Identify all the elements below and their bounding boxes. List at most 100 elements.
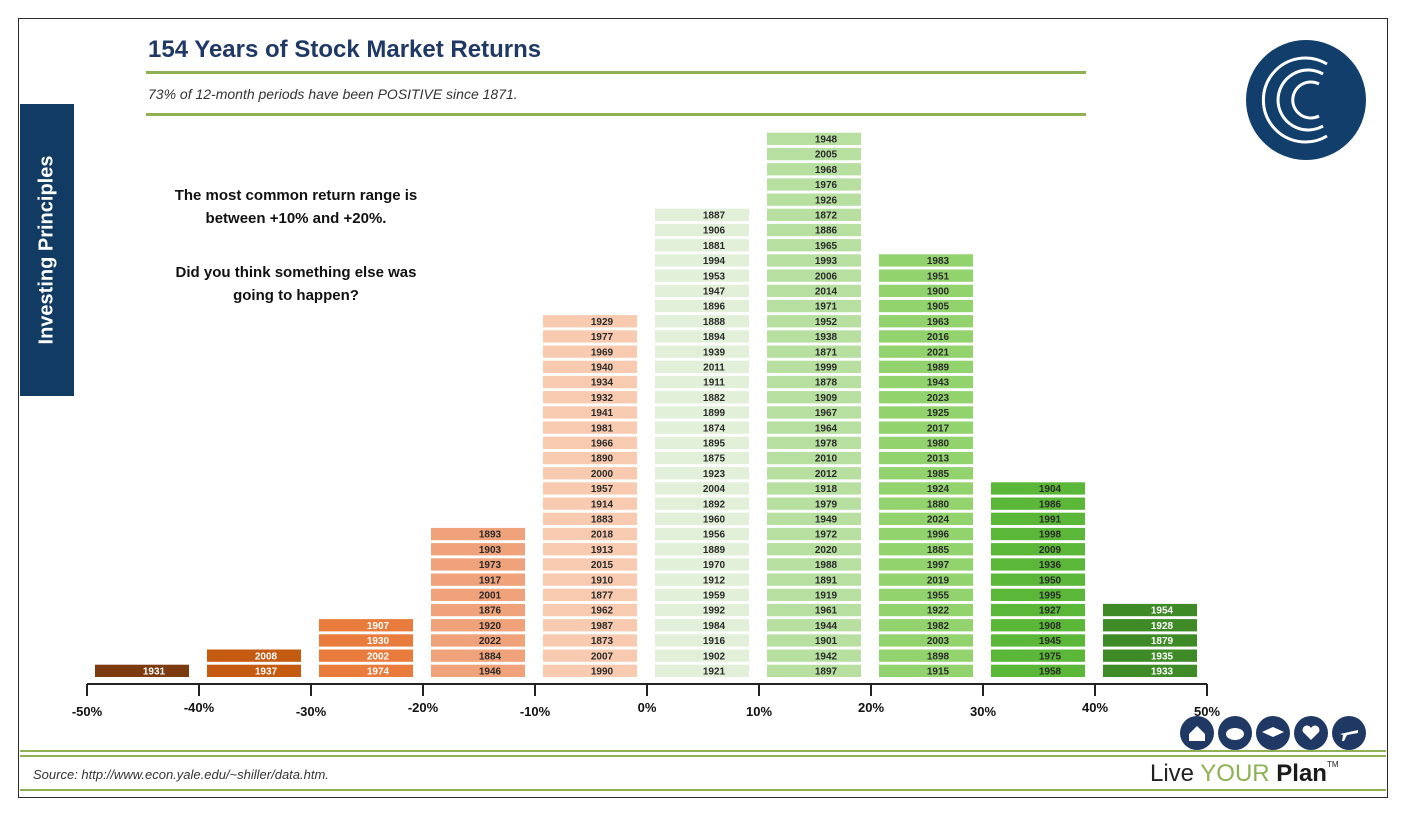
- year-label: 1898: [927, 651, 950, 662]
- note-line-4: going to happen?: [233, 287, 359, 304]
- year-box: [879, 634, 973, 647]
- year-label: 1931: [143, 667, 166, 678]
- year-box: [655, 421, 749, 434]
- year-box: [655, 330, 749, 343]
- year-label: 2002: [367, 651, 390, 662]
- year-label: 1959: [703, 591, 726, 602]
- slide-frame: [18, 18, 1388, 798]
- x-tick-label: -30%: [296, 704, 327, 719]
- year-box: [655, 603, 749, 617]
- year-label: 1910: [591, 575, 614, 586]
- year-label: 2011: [703, 363, 725, 374]
- year-label: 1977: [591, 332, 614, 343]
- year-box: [655, 391, 749, 404]
- year-label: 1906: [703, 226, 726, 237]
- sidebar-tab: [20, 104, 74, 396]
- year-label: 1966: [591, 439, 614, 450]
- year-label: 2014: [815, 287, 838, 298]
- year-box: [767, 421, 861, 434]
- year-label: 1985: [927, 469, 950, 480]
- year-box: [319, 619, 413, 632]
- year-box: [767, 284, 861, 297]
- year-box: [431, 527, 525, 541]
- year-label: 1949: [815, 515, 838, 526]
- year-box: [543, 558, 637, 571]
- year-box: [543, 588, 637, 601]
- year-label: 1896: [703, 302, 726, 313]
- year-label: 1892: [703, 499, 726, 510]
- year-label: 1874: [703, 423, 726, 434]
- year-box: [879, 649, 973, 662]
- year-label: 1933: [1151, 667, 1174, 678]
- heart-hand-icon: [1294, 716, 1328, 750]
- year-box: [655, 467, 749, 480]
- brand-plan: Plan: [1269, 760, 1327, 787]
- year-label: 2023: [927, 393, 950, 404]
- year-label: 1927: [1039, 606, 1062, 617]
- year-label: 1907: [367, 621, 390, 632]
- year-box: [879, 603, 973, 617]
- year-label: 1903: [479, 545, 502, 556]
- year-box: [879, 345, 973, 358]
- year-box: [767, 573, 861, 586]
- year-box: [767, 223, 861, 237]
- year-box: [767, 558, 861, 571]
- subtitle: 73% of 12-month periods have been POSITI…: [148, 86, 518, 102]
- year-box: [879, 421, 973, 434]
- footer-divider-base: [20, 789, 1386, 791]
- year-label: 1944: [815, 621, 838, 632]
- year-label: 1917: [479, 575, 502, 586]
- year-box: [991, 482, 1085, 495]
- x-tick-label: 20%: [858, 700, 884, 715]
- year-box: [879, 406, 973, 419]
- page-title: 154 Years of Stock Market Returns: [148, 36, 542, 63]
- year-label: 1948: [815, 135, 838, 146]
- year-label: 1982: [927, 621, 950, 632]
- year-box: [879, 467, 973, 480]
- x-tick-label: -50%: [72, 704, 103, 719]
- x-tick-label: -40%: [184, 700, 215, 715]
- x-tick-label: 50%: [1194, 704, 1220, 719]
- year-label: 2017: [927, 423, 950, 434]
- year-label: 1957: [591, 484, 614, 495]
- year-box: [767, 208, 861, 221]
- year-box: [543, 664, 637, 677]
- year-label: 1920: [479, 621, 502, 632]
- year-box: [655, 345, 749, 358]
- year-box: [879, 543, 973, 556]
- x-tick-label: -10%: [520, 704, 551, 719]
- year-label: 1934: [591, 378, 614, 389]
- note-line-3: Did you think something else was: [175, 264, 417, 281]
- year-label: 1899: [703, 408, 726, 419]
- year-box: [991, 558, 1085, 571]
- year-box: [991, 512, 1085, 525]
- graduation-cap-icon: [1256, 716, 1290, 750]
- year-label: 1895: [703, 439, 726, 450]
- year-label: 1979: [815, 499, 838, 510]
- year-label: 1972: [815, 530, 838, 541]
- year-label: 2021: [927, 347, 950, 358]
- year-box: [655, 649, 749, 662]
- year-label: 1929: [591, 317, 614, 328]
- year-label: 2004: [703, 484, 726, 495]
- year-label: 1901: [815, 636, 838, 647]
- year-box: [1103, 603, 1197, 617]
- year-box: [655, 527, 749, 541]
- year-label: 1930: [367, 636, 390, 647]
- year-box: [655, 284, 749, 297]
- year-label: 1967: [815, 408, 838, 419]
- year-label: 1939: [703, 347, 726, 358]
- year-box: [1103, 664, 1197, 677]
- year-label: 1872: [815, 211, 838, 222]
- year-box: [991, 543, 1085, 556]
- year-label: 1885: [927, 545, 950, 556]
- year-box: [655, 436, 749, 449]
- year-label: 1890: [591, 454, 614, 465]
- airplane-icon: [1332, 716, 1366, 750]
- year-box: [767, 406, 861, 419]
- year-box: [879, 512, 973, 525]
- year-box: [879, 588, 973, 601]
- x-tick-label: 0%: [638, 700, 657, 715]
- year-label: 1984: [703, 621, 726, 632]
- piggy-bank-icon: [1218, 716, 1252, 750]
